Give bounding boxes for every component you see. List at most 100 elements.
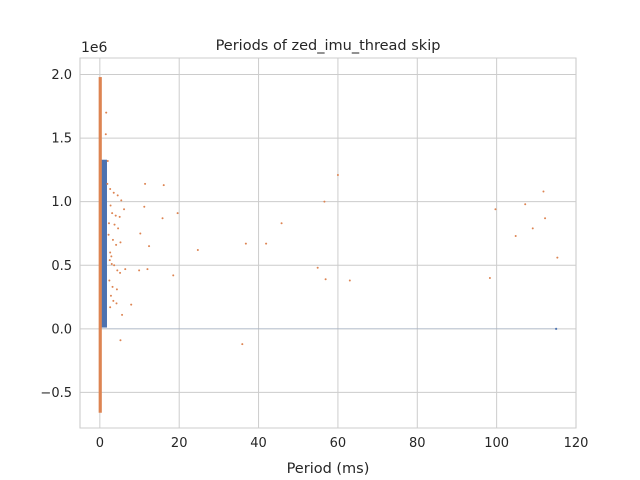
series-b-point: [105, 111, 108, 114]
series-b-point: [115, 243, 118, 246]
series-b-point: [109, 187, 112, 190]
series-b-point: [265, 242, 268, 245]
series-b-point: [348, 279, 351, 282]
y-tick-label: 2.0: [51, 68, 72, 83]
series-b-point: [123, 208, 126, 211]
series-a-point: [103, 257, 107, 260]
series-b-point: [244, 242, 247, 245]
series-b-point: [144, 182, 147, 185]
series-b-point: [108, 259, 111, 262]
series-b-point: [109, 306, 112, 309]
series-a-point: [555, 327, 558, 330]
series-b-point: [316, 266, 319, 269]
series-b-point: [488, 276, 491, 279]
series-b-point: [531, 227, 534, 230]
series-b-point: [120, 199, 123, 202]
series-b-point: [109, 204, 112, 207]
series-b-point: [117, 227, 120, 230]
series-a-point: [104, 162, 107, 165]
series-b-dense-strip: [98, 77, 102, 413]
series-b-point: [106, 182, 109, 185]
series-b-point: [524, 203, 527, 206]
y-tick-label: 1.5: [51, 132, 72, 147]
series-b-point: [110, 262, 113, 265]
series-b-point: [162, 184, 165, 187]
series-b-point: [112, 191, 115, 194]
x-tick-label: 100: [484, 436, 509, 451]
series-a-point: [101, 238, 105, 241]
series-b-point: [114, 214, 117, 217]
series-b-point: [241, 343, 244, 346]
series-b-point: [104, 133, 107, 136]
series-b-point: [176, 212, 179, 215]
series-b-point: [116, 194, 119, 197]
series-b-point: [336, 173, 339, 176]
series-b-point: [115, 302, 118, 305]
series-b-point: [544, 217, 547, 220]
y-tick-label: 0.0: [51, 322, 72, 337]
series-b-point: [111, 212, 114, 215]
y-tick-label: 1.0: [51, 195, 72, 210]
series-b-point: [116, 269, 119, 272]
series-b-point: [115, 288, 118, 291]
y-axis-ticks: −0.5 0.0 0.5 1.0 1.5 2.0: [40, 68, 72, 401]
axes-frame: [79, 57, 577, 429]
series-a-point: [102, 219, 105, 222]
y-axis-scale-label: 1e6: [81, 40, 108, 56]
series-b-point: [143, 205, 146, 208]
series-b-point: [118, 215, 121, 218]
x-axis-ticks: 0 20 40 60 80 100 120: [96, 436, 589, 451]
series-b-point: [109, 251, 112, 254]
series-b-point: [112, 299, 115, 302]
series-b-point: [113, 223, 116, 226]
series-b-point: [161, 217, 164, 220]
series-b-point: [280, 222, 283, 225]
plot-area: [79, 57, 577, 429]
series-b-point: [121, 313, 124, 316]
series-b-point: [494, 208, 497, 211]
series-b-point: [148, 245, 151, 248]
x-axis-label: Period (ms): [287, 461, 370, 477]
series-b-markers: [98, 77, 559, 413]
series-b-point: [146, 268, 149, 271]
series-b-point: [556, 256, 559, 259]
series-b-point: [107, 233, 110, 236]
y-tick-label: 0.5: [51, 259, 72, 274]
series-a-point: [103, 295, 106, 299]
x-tick-label: 40: [250, 436, 267, 451]
x-tick-label: 60: [330, 436, 347, 451]
series-b-point: [323, 200, 326, 203]
series-a-dense-block: [101, 159, 107, 328]
series-b-point: [106, 159, 109, 162]
series-b-point: [113, 264, 116, 267]
series-b-point: [324, 278, 327, 281]
series-b-point: [196, 248, 199, 251]
series-b-point: [111, 238, 114, 241]
series-b-point: [119, 339, 122, 342]
series-b-point: [542, 190, 545, 193]
series-b-point: [172, 274, 175, 277]
series-b-point: [108, 279, 111, 282]
series-layer: [98, 77, 559, 413]
series-b-point: [138, 269, 141, 272]
x-tick-label: 20: [171, 436, 188, 451]
series-b-point: [110, 255, 113, 258]
series-b-point: [139, 232, 142, 235]
series-a-point: [102, 315, 105, 318]
x-tick-label: 80: [409, 436, 426, 451]
series-a-point: [103, 200, 106, 203]
axes-spines: [79, 57, 577, 429]
grid-lines: [80, 58, 577, 428]
series-a-markers: [99, 159, 558, 330]
series-b-point: [124, 268, 127, 271]
series-b-point: [107, 222, 110, 225]
chart-title: Periods of zed_imu_thread skip: [216, 38, 441, 54]
series-b-point: [130, 303, 133, 306]
series-a-point: [101, 276, 104, 280]
series-b-point: [109, 294, 112, 297]
x-tick-label: 120: [564, 436, 589, 451]
y-tick-label: −0.5: [40, 386, 72, 401]
series-b-point: [119, 271, 122, 274]
x-tick-label: 0: [96, 436, 104, 451]
